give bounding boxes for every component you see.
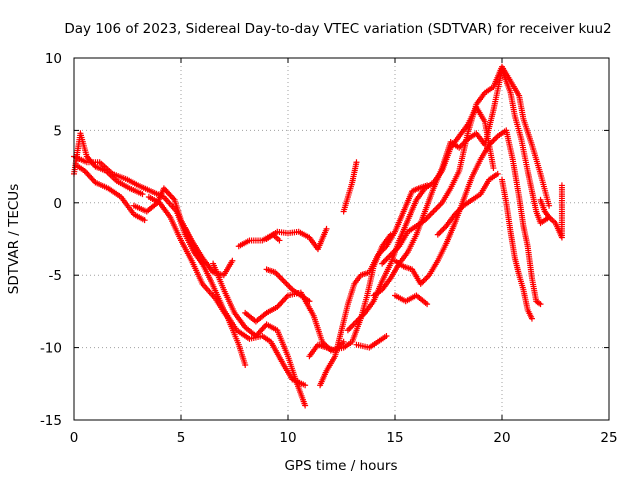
data-layer (71, 63, 565, 409)
series-arc-17 (379, 63, 553, 267)
chart-title: Day 106 of 2023, Sidereal Day-to-day VTE… (64, 21, 611, 37)
x-tick-label: 0 (70, 430, 79, 446)
y-tick-label: 0 (53, 196, 62, 212)
series-arc-23 (537, 182, 565, 241)
data-point (494, 170, 501, 177)
y-tick-label: -15 (40, 413, 62, 429)
series-arc-21 (434, 170, 501, 238)
data-point (340, 338, 347, 345)
y-tick-label: 10 (45, 51, 62, 67)
data-point (302, 382, 309, 389)
data-point (229, 257, 236, 264)
plot-frame (73, 57, 610, 421)
series-arc-22 (499, 176, 535, 322)
x-tick-label: 15 (386, 430, 403, 446)
series-arc-11 (263, 266, 313, 305)
series-arc-7 (210, 260, 309, 409)
x-axis-label: GPS time / hours (284, 458, 397, 474)
series-arc-19 (392, 127, 544, 308)
data-point (302, 402, 309, 409)
y-tick-label: -10 (40, 341, 62, 357)
series-arc-20 (392, 292, 431, 308)
data-point (490, 165, 497, 172)
x-tick-label: 20 (493, 430, 510, 446)
data-point (353, 159, 360, 166)
x-tick-label: 5 (177, 430, 186, 446)
data-point (306, 298, 313, 305)
data-point (242, 361, 249, 368)
y-axis-label: SDTVAR / TECUs (6, 184, 22, 294)
series-arc-2 (73, 162, 148, 224)
data-point (383, 333, 390, 340)
series-arc-18 (370, 66, 553, 299)
series-arc-9 (263, 225, 330, 253)
data-point (424, 301, 431, 308)
y-tick-label: 5 (53, 123, 62, 139)
y-tick-label: -5 (49, 268, 62, 284)
data-point (141, 217, 148, 224)
series-arc-16 (353, 333, 390, 351)
x-tick-label: 10 (279, 430, 296, 446)
data-point (546, 202, 553, 209)
data-point (323, 225, 330, 232)
data-point (537, 301, 544, 308)
data-point (558, 182, 565, 189)
data-point (528, 315, 535, 322)
series-arc-6 (182, 225, 309, 389)
data-point (139, 191, 146, 198)
data-point (276, 237, 283, 244)
series-arc-14 (340, 159, 360, 215)
x-tick-label: 25 (600, 430, 617, 446)
